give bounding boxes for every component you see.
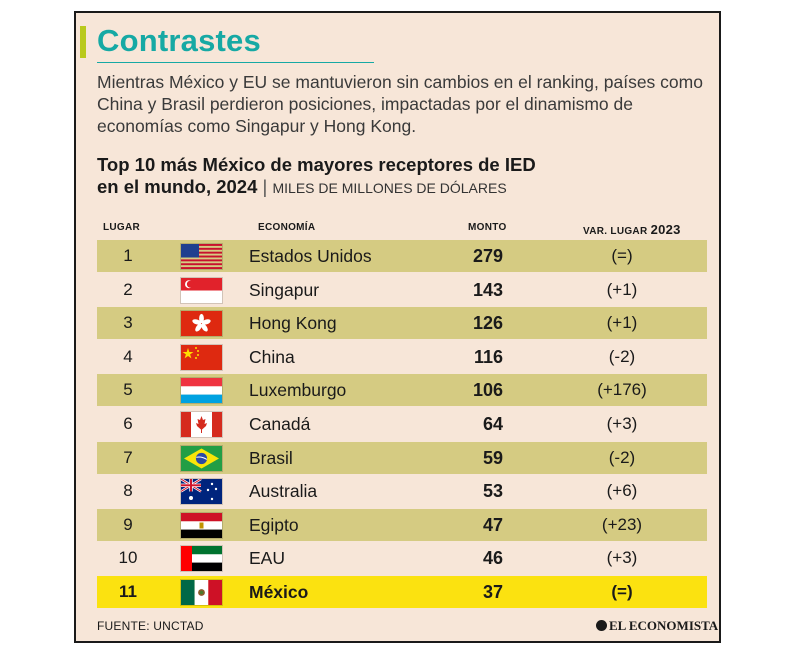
change-cell: (+23) — [601, 514, 643, 534]
rank-cell: 5 — [123, 380, 133, 400]
change-cell: (-2) — [608, 447, 636, 467]
economy-cell: China — [249, 346, 295, 367]
amount-cell: 47 — [482, 514, 503, 535]
hongkong-flag-icon — [181, 311, 222, 337]
title-accent-bar — [80, 26, 86, 58]
rank-cell: 7 — [123, 447, 133, 467]
amount-cell: 126 — [472, 313, 503, 334]
table-title-line2: en el mundo, 2024 — [97, 176, 258, 197]
rank-cell: 10 — [118, 548, 138, 568]
intro-text: Mientras México y EU se mantuvieron sin … — [97, 72, 703, 136]
economy-cell: Brasil — [249, 447, 293, 468]
change-cell: (-2) — [608, 346, 636, 366]
economy-cell: Egipto — [249, 514, 299, 535]
page-title: Contrastes — [97, 23, 261, 58]
table-row: 2 Singapur 143 (+1) — [97, 273, 707, 306]
rank-cell: 11 — [119, 581, 137, 601]
economy-cell: Hong Kong — [249, 313, 337, 334]
amount-cell: 279 — [472, 246, 503, 266]
egypt-flag-icon — [181, 512, 222, 538]
column-header-change-year: 2023 — [650, 222, 681, 237]
rank-cell: 4 — [123, 346, 133, 366]
luxembourg-flag-icon — [181, 378, 222, 404]
rank-cell: 6 — [123, 413, 133, 433]
rank-cell: 3 — [123, 313, 133, 333]
economy-cell: EAU — [249, 548, 285, 569]
infographic-card: Contrastes Mientras México y EU se mantu… — [74, 11, 721, 643]
rank-cell: 2 — [123, 279, 133, 299]
source-note: FUENTE: UNCTAD — [97, 619, 204, 633]
table-row: 5 Luxemburgo 106 (+176) — [97, 374, 707, 407]
table-row: 3 Hong Kong 126 (+1) — [97, 307, 707, 340]
ranking-table: 1 Estados Unidos 279 (=) 2 Singapur 143 (+1) 3 Ho… — [97, 240, 707, 610]
amount-cell: 46 — [482, 548, 503, 569]
table-row: 4 China 116 (-2) — [97, 340, 707, 373]
singapore-flag-icon — [181, 277, 222, 303]
table-row-highlight: 11 México 37 (=) — [97, 575, 707, 608]
economy-cell: Canadá — [249, 413, 311, 434]
amount-cell: 53 — [482, 481, 503, 502]
amount-cell: 116 — [473, 346, 503, 367]
amount-cell: 106 — [472, 380, 503, 401]
economy-cell: Estados Unidos — [249, 246, 372, 266]
amount-cell: 37 — [482, 581, 503, 602]
economy-cell: Singapur — [249, 279, 320, 300]
mexico-flag-icon — [181, 579, 222, 605]
table-row: 7 Brasil 59 (-2) — [97, 441, 707, 474]
economy-cell: México — [249, 581, 309, 602]
change-cell: (+3) — [606, 548, 638, 568]
canada-flag-icon — [181, 411, 222, 437]
column-header-amount: MONTO — [468, 222, 507, 233]
economy-cell: Luxemburgo — [249, 380, 347, 401]
amount-cell: 143 — [472, 279, 503, 300]
column-header-rank: LUGAR — [103, 222, 141, 233]
china-flag-icon — [181, 344, 222, 370]
column-header-economy: ECONOMÍA — [258, 222, 316, 233]
table-row: 6 Canadá 64 (+3) — [97, 407, 707, 440]
change-cell: (+1) — [606, 279, 638, 299]
uae-flag-icon — [181, 546, 222, 572]
table-title-line1: Top 10 más México de mayores receptores … — [97, 154, 536, 175]
amount-cell: 59 — [482, 447, 503, 468]
change-cell: (+3) — [606, 413, 638, 433]
australia-flag-icon — [180, 478, 222, 505]
units-label: MILES DE MILLONES DE DÓLARES — [272, 180, 507, 196]
rank-cell: 1 — [123, 246, 133, 265]
table-row: 1 Estados Unidos 279 (=) — [97, 240, 707, 272]
brand-icon — [596, 620, 607, 631]
heading-separator: | — [262, 176, 268, 197]
title-underline — [97, 62, 374, 63]
table-heading: Top 10 más México de mayores receptores … — [97, 154, 707, 199]
brand-logo: EL ECONOMISTA — [596, 618, 718, 634]
table-row: 9 Egipto 47 (+23) — [97, 508, 707, 541]
amount-cell: 64 — [482, 413, 503, 434]
table-row: 10 EAU 46 (+3) — [97, 542, 707, 575]
economy-cell: Australia — [249, 481, 318, 502]
change-cell: (=) — [611, 581, 633, 601]
change-cell: (+176) — [597, 380, 647, 400]
column-header-change: VAR. LUGAR 2023 — [583, 222, 681, 237]
change-cell: (=) — [611, 246, 633, 265]
change-cell: (+1) — [606, 313, 638, 333]
column-header-change-label: VAR. LUGAR — [583, 226, 648, 237]
brand-name: EL ECONOMISTA — [609, 618, 719, 633]
table-row: 8 Australia 53 (+6) — [97, 475, 707, 508]
rank-cell: 9 — [123, 514, 133, 534]
usa-flag-icon — [181, 244, 222, 270]
change-cell: (+6) — [606, 481, 638, 501]
brazil-flag-icon — [181, 445, 222, 471]
rank-cell: 8 — [123, 481, 133, 501]
